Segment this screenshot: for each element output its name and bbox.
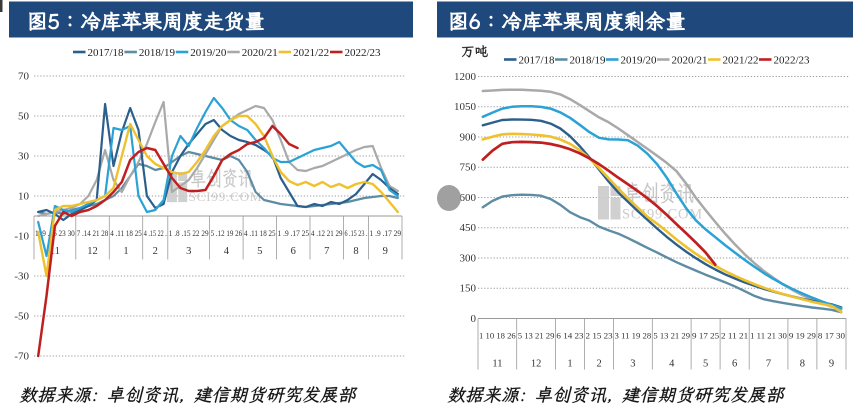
svg-text:5: 5	[703, 359, 708, 370]
svg-text:1 .9 .17 25: 1 .9 .17 25	[278, 228, 310, 238]
svg-text:9: 9	[829, 359, 834, 370]
svg-text:1 11 21 30: 1 11 21 30	[750, 331, 787, 341]
svg-text:11: 11	[50, 246, 60, 257]
svg-text:7: 7	[766, 359, 771, 370]
svg-text:3: 3	[186, 246, 191, 257]
svg-text:-70: -70	[14, 351, 29, 363]
svg-text:5 13 21 29: 5 13 21 29	[518, 331, 555, 341]
svg-text:6: 6	[291, 246, 296, 257]
svg-text:2022/23: 2022/23	[345, 47, 382, 59]
svg-text:SCI99.COM: SCI99.COM	[189, 189, 263, 204]
svg-text:4 .15 22 .: 4 .15 22 .	[144, 228, 167, 238]
svg-text:2019/20: 2019/20	[190, 47, 227, 59]
svg-text:2022/23: 2022/23	[774, 55, 811, 67]
svg-text:3: 3	[630, 359, 635, 370]
svg-text:-30: -30	[14, 271, 29, 283]
svg-text:50: 50	[18, 111, 30, 123]
svg-text:150: 150	[460, 283, 477, 295]
svg-text:30: 30	[18, 151, 30, 163]
svg-text:2019/20: 2019/20	[621, 55, 658, 67]
svg-text:2: 2	[596, 359, 601, 370]
svg-text:9 19 29: 9 19 29	[789, 331, 816, 341]
svg-text:4: 4	[669, 359, 675, 370]
svg-text:2018/19: 2018/19	[570, 55, 607, 67]
svg-text:12: 12	[531, 359, 542, 370]
svg-text:2021/22: 2021/22	[293, 47, 329, 59]
svg-text:450: 450	[460, 222, 477, 234]
svg-text:1050: 1050	[454, 101, 477, 113]
svg-text:6 .15 23 .: 6 .15 23 .	[344, 228, 367, 238]
svg-text:2017/18: 2017/18	[88, 47, 125, 59]
svg-text:300: 300	[460, 253, 477, 265]
svg-text:5 13 21 29: 5 13 21 29	[653, 331, 690, 341]
svg-text:9 17 25: 9 17 25	[692, 331, 719, 341]
svg-text:2: 2	[153, 246, 158, 257]
svg-text:7: 7	[324, 246, 329, 257]
svg-text:2021/22: 2021/22	[723, 55, 759, 67]
svg-text:70: 70	[18, 71, 30, 83]
svg-text:2020/21: 2020/21	[242, 47, 278, 59]
svg-text:2017/18: 2017/18	[519, 55, 556, 67]
svg-text:2018/19: 2018/19	[139, 47, 176, 59]
svg-text:11: 11	[492, 359, 502, 370]
svg-text:1 .8 .15 22 29: 1 .8 .15 22 29	[169, 228, 209, 238]
svg-text:6: 6	[732, 359, 737, 370]
svg-text:-10: -10	[14, 231, 29, 243]
svg-text:6 14 23: 6 14 23	[556, 331, 583, 341]
svg-text:3 11 19 28: 3 11 19 28	[615, 331, 652, 341]
svg-text:-50: -50	[14, 311, 29, 323]
svg-text:4 .12 21 29: 4 .12 21 29	[311, 228, 343, 238]
svg-text:900: 900	[460, 132, 477, 144]
svg-text:5 .12 19 26: 5 .12 19 26	[211, 228, 243, 238]
svg-text:8: 8	[353, 246, 358, 257]
svg-text:8: 8	[800, 359, 805, 370]
svg-text:7 .14 21 28: 7 .14 21 28	[77, 228, 109, 238]
svg-text:1: 1	[123, 246, 128, 257]
svg-text:1 10 18 26: 1 10 18 26	[479, 331, 516, 341]
svg-text:2020/21: 2020/21	[672, 55, 708, 67]
svg-text:8 17 30: 8 17 30	[818, 331, 845, 341]
svg-text:10: 10	[18, 191, 30, 203]
svg-text:2 11 21: 2 11 21	[721, 331, 748, 341]
svg-text:750: 750	[460, 162, 477, 174]
svg-text:5: 5	[257, 246, 262, 257]
svg-text:9: 9	[383, 246, 388, 257]
svg-text:1: 1	[567, 359, 572, 370]
svg-text:1 .9 .17 29: 1 .9 .17 29	[370, 228, 402, 238]
svg-text:600: 600	[460, 192, 477, 204]
svg-text:0: 0	[471, 313, 477, 325]
svg-text:12: 12	[87, 246, 98, 257]
svg-text:4 .11 18 25: 4 .11 18 25	[110, 228, 142, 238]
svg-text:1200: 1200	[454, 71, 477, 83]
svg-text:2 15 23: 2 15 23	[586, 331, 613, 341]
svg-text:4 .11 18 25: 4 .11 18 25	[244, 228, 276, 238]
svg-text:4: 4	[224, 246, 230, 257]
